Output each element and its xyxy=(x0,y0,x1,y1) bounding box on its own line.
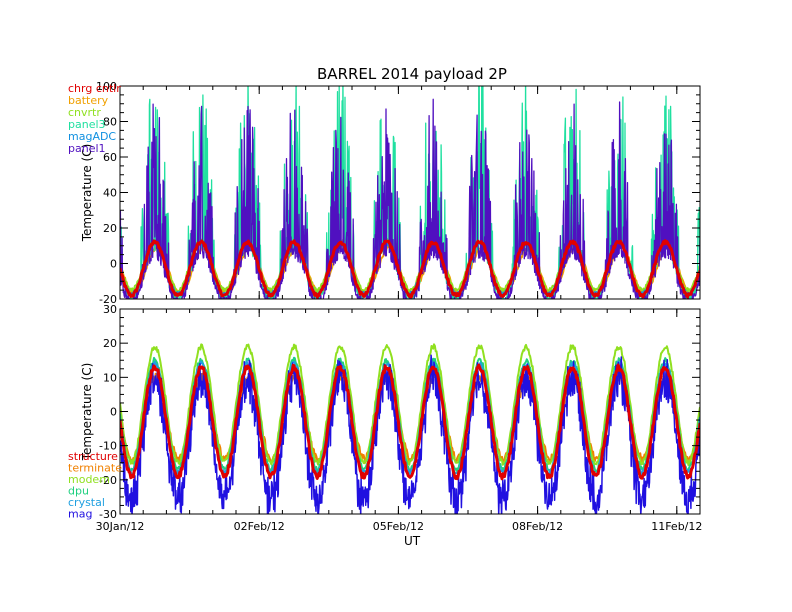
x-tick-label: 02Feb/12 xyxy=(234,520,285,533)
top-y-tick-label: 60 xyxy=(103,151,117,164)
top-y-tick-label: 80 xyxy=(103,116,117,129)
bottom-y-tick-label: 0 xyxy=(110,406,117,419)
top-legend-entry: chrg cntlr xyxy=(68,82,121,95)
bottom-panel: -30 -20 -10 0 10 20 30 30Jan/12 02Feb/12 05Feb/12… xyxy=(68,303,702,533)
bottom-series-line-modem xyxy=(120,343,700,466)
x-tick-label: 05Feb/12 xyxy=(373,520,424,533)
bottom-legend-entry: dpu xyxy=(68,485,89,498)
bottom-y-tick-label: -20 xyxy=(99,474,117,487)
top-series-line-chrg-cntlr xyxy=(120,239,700,299)
top-y-axis-label: Temperature (C) xyxy=(80,144,94,243)
top-y-tick-label: -20 xyxy=(99,293,117,306)
top-legend-entry: cnvrtr xyxy=(68,106,101,119)
top-y-tick-label: 0 xyxy=(110,258,117,271)
x-tick-label: 30Jan/12 xyxy=(96,520,145,533)
top-y-tick-label: 40 xyxy=(103,187,117,200)
top-legend-entry: battery xyxy=(68,94,109,107)
top-legend-entry: panel1 xyxy=(68,142,106,155)
bottom-legend-entry: structure xyxy=(68,450,118,463)
bottom-series-line-mag xyxy=(120,354,700,514)
x-axis-label: UT xyxy=(404,534,421,548)
bottom-series-group xyxy=(120,343,700,514)
bottom-y-tick-label: 30 xyxy=(103,303,117,316)
bottom-y-tick-label: 10 xyxy=(103,371,117,384)
top-y-tick-label: 20 xyxy=(103,222,117,235)
bottom-legend-entry: mag xyxy=(68,508,92,521)
bottom-legend-entry: crystal xyxy=(68,496,105,509)
x-tick-label: 08Feb/12 xyxy=(512,520,563,533)
chart-title: BARREL 2014 payload 2P xyxy=(317,65,507,83)
bottom-y-tick-label: -30 xyxy=(99,508,117,521)
top-legend-entry: panel3 xyxy=(68,118,106,131)
top-y-tick-label: 100 xyxy=(96,80,117,93)
top-legend-entry: magADC xyxy=(68,130,116,143)
bottom-y-tick-label: 20 xyxy=(103,337,117,350)
top-panel: -20 0 20 40 60 80 100 Temperature (C) chrg cntlr… xyxy=(68,80,701,306)
bottom-y-axis-label: Temperature (C) xyxy=(80,363,94,462)
bottom-legend-entry: terminate xyxy=(68,462,122,475)
bottom-legend-entry: modem xyxy=(68,473,110,486)
x-tick-label: 11Feb/12 xyxy=(651,520,702,533)
bottom-y-tick-label: -10 xyxy=(99,440,117,453)
bottom-series-line-structure xyxy=(120,363,700,481)
